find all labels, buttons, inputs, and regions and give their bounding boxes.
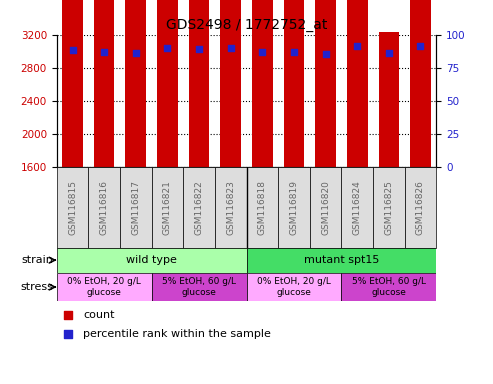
Point bbox=[69, 47, 76, 53]
Text: GSM116823: GSM116823 bbox=[226, 180, 235, 235]
Bar bbox=[316, 132, 336, 167]
Text: GSM116821: GSM116821 bbox=[163, 180, 172, 235]
Point bbox=[132, 50, 140, 56]
Text: GSM116820: GSM116820 bbox=[321, 180, 330, 235]
FancyBboxPatch shape bbox=[88, 167, 120, 248]
FancyBboxPatch shape bbox=[57, 167, 88, 248]
Bar bbox=[157, 71, 177, 167]
Title: GDS2498 / 1772752_at: GDS2498 / 1772752_at bbox=[166, 18, 327, 32]
Bar bbox=[157, 0, 177, 167]
Text: GSM116819: GSM116819 bbox=[289, 180, 298, 235]
Bar bbox=[410, 0, 431, 167]
Bar bbox=[62, 101, 83, 167]
Bar bbox=[57, 273, 152, 301]
FancyBboxPatch shape bbox=[341, 167, 373, 248]
FancyBboxPatch shape bbox=[215, 167, 246, 248]
Bar bbox=[316, 0, 336, 167]
Text: stress: stress bbox=[20, 282, 53, 292]
Text: 5% EtOH, 60 g/L
glucose: 5% EtOH, 60 g/L glucose bbox=[352, 277, 426, 297]
Bar bbox=[410, 68, 431, 167]
Point bbox=[64, 312, 72, 318]
Text: GSM116815: GSM116815 bbox=[68, 180, 77, 235]
Text: GSM116816: GSM116816 bbox=[100, 180, 108, 235]
Bar bbox=[347, 65, 367, 167]
Bar bbox=[379, 165, 399, 167]
Bar bbox=[126, 0, 146, 167]
FancyBboxPatch shape bbox=[405, 167, 436, 248]
Bar bbox=[126, 129, 146, 167]
FancyBboxPatch shape bbox=[120, 167, 152, 248]
Bar bbox=[189, 0, 210, 167]
Point bbox=[353, 43, 361, 50]
Text: wild type: wild type bbox=[126, 255, 177, 265]
Text: strain: strain bbox=[21, 255, 53, 265]
Bar bbox=[347, 0, 367, 167]
Text: GSM116826: GSM116826 bbox=[416, 180, 425, 235]
FancyBboxPatch shape bbox=[373, 167, 405, 248]
Point bbox=[385, 50, 393, 56]
Text: 5% EtOH, 60 g/L
glucose: 5% EtOH, 60 g/L glucose bbox=[162, 277, 236, 297]
Text: 0% EtOH, 20 g/L
glucose: 0% EtOH, 20 g/L glucose bbox=[257, 277, 331, 297]
Bar bbox=[57, 248, 246, 273]
FancyBboxPatch shape bbox=[183, 167, 215, 248]
Text: GSM116818: GSM116818 bbox=[258, 180, 267, 235]
Point bbox=[195, 46, 203, 52]
Bar bbox=[62, 0, 83, 167]
Bar bbox=[341, 273, 436, 301]
FancyBboxPatch shape bbox=[152, 167, 183, 248]
Bar bbox=[220, 73, 241, 167]
Point bbox=[100, 49, 108, 55]
Bar bbox=[94, 108, 114, 167]
Point bbox=[64, 331, 72, 337]
Text: GSM116825: GSM116825 bbox=[385, 180, 393, 235]
Bar bbox=[252, 0, 273, 167]
Point bbox=[417, 43, 424, 50]
FancyBboxPatch shape bbox=[246, 167, 278, 248]
Text: GSM116822: GSM116822 bbox=[195, 180, 204, 235]
FancyBboxPatch shape bbox=[310, 167, 341, 248]
Text: GSM116817: GSM116817 bbox=[131, 180, 141, 235]
Bar bbox=[189, 94, 210, 167]
Bar bbox=[152, 273, 246, 301]
Point bbox=[290, 49, 298, 55]
Point bbox=[164, 45, 172, 51]
Text: GSM116824: GSM116824 bbox=[352, 180, 362, 235]
Point bbox=[227, 45, 235, 51]
Text: 0% EtOH, 20 g/L
glucose: 0% EtOH, 20 g/L glucose bbox=[67, 277, 141, 297]
FancyBboxPatch shape bbox=[278, 167, 310, 248]
Point bbox=[258, 49, 266, 55]
Text: percentile rank within the sample: percentile rank within the sample bbox=[83, 329, 271, 339]
Point bbox=[321, 51, 329, 58]
Bar bbox=[283, 0, 304, 167]
Text: mutant spt15: mutant spt15 bbox=[304, 255, 379, 265]
Text: count: count bbox=[83, 310, 115, 320]
Bar bbox=[283, 120, 304, 167]
Bar bbox=[246, 248, 436, 273]
Bar bbox=[379, 32, 399, 167]
Bar bbox=[220, 0, 241, 167]
Bar bbox=[94, 0, 114, 167]
Bar bbox=[252, 109, 273, 167]
Bar bbox=[246, 273, 341, 301]
